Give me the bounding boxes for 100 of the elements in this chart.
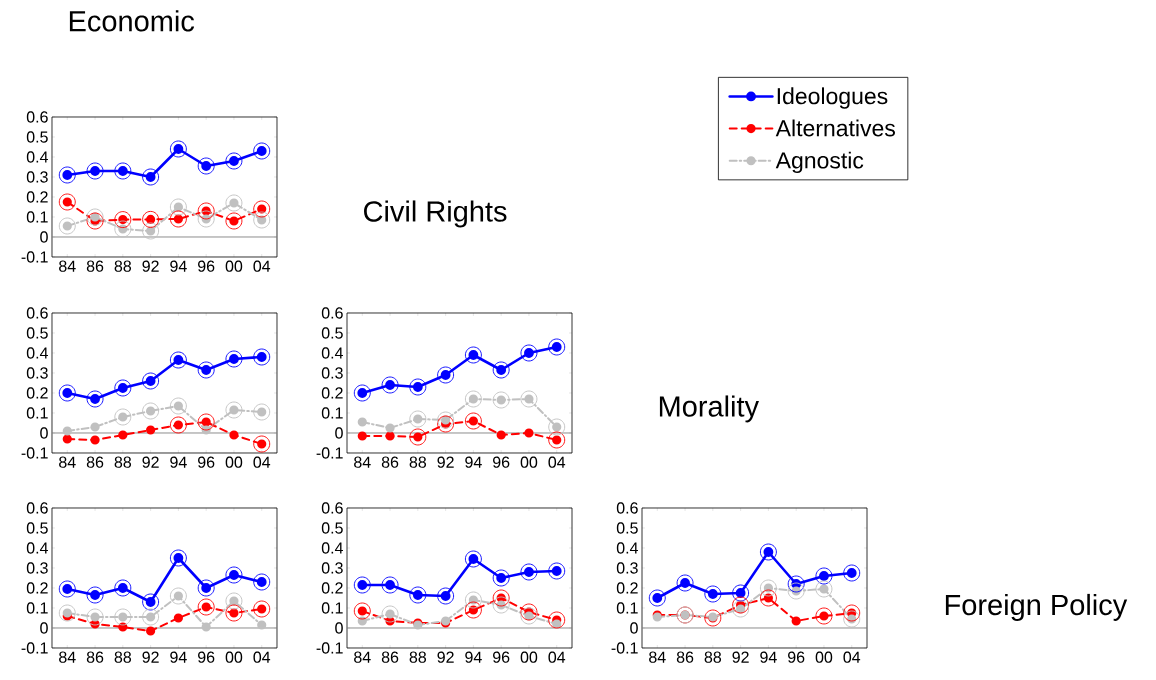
legend-label: Alternatives xyxy=(775,119,895,137)
x-tick-label: 00 xyxy=(225,456,243,468)
y-tick-label: 0.4 xyxy=(321,347,343,359)
y-tick-label: -0.1 xyxy=(21,642,48,654)
y-tick-label: 0.4 xyxy=(26,347,48,359)
x-tick-label: 92 xyxy=(437,651,454,663)
y-tick-label: 0.5 xyxy=(26,522,48,534)
y-tick-label: 0 xyxy=(40,231,48,243)
x-tick-label: 88 xyxy=(409,456,427,468)
x-tick-label: 88 xyxy=(704,651,722,663)
y-tick-label: 0.2 xyxy=(26,191,48,203)
x-tick-label: 00 xyxy=(225,651,243,663)
y-tick-label: 0.1 xyxy=(616,602,638,614)
y-tick-label: 0.4 xyxy=(616,542,638,554)
y-tick-label: 0 xyxy=(335,427,343,439)
x-tick-label: 04 xyxy=(253,456,271,468)
x-tick-label: 94 xyxy=(465,456,482,468)
x-tick-label: 04 xyxy=(253,651,271,663)
y-tick-label: 0.6 xyxy=(616,502,638,514)
y-tick-label: -0.1 xyxy=(21,447,48,459)
y-tick-label: 0.3 xyxy=(26,562,48,574)
x-tick-label: 96 xyxy=(493,651,510,663)
y-tick-label: 0.1 xyxy=(26,211,48,223)
x-tick-label: 04 xyxy=(843,651,861,663)
y-tick-label: 0.5 xyxy=(321,327,343,339)
y-tick-label: -0.1 xyxy=(316,642,343,654)
y-tick-label: 0.2 xyxy=(26,582,48,594)
x-tick-label: 94 xyxy=(170,260,187,272)
y-tick-label: 0.2 xyxy=(321,582,343,594)
y-tick-label: 0.1 xyxy=(26,407,48,419)
x-tick-label: 92 xyxy=(142,260,159,272)
x-tick-label: 88 xyxy=(114,651,132,663)
x-tick-label: 92 xyxy=(142,651,159,663)
x-tick-label: 88 xyxy=(114,456,132,468)
x-tick-label: 86 xyxy=(86,260,104,272)
x-tick-label: 04 xyxy=(548,651,566,663)
x-tick-label: 88 xyxy=(114,260,132,272)
x-tick-label: 04 xyxy=(548,456,566,468)
legend-label: Agnostic xyxy=(775,151,864,174)
y-tick-label: -0.1 xyxy=(611,642,638,654)
legend-label: Ideologues xyxy=(777,87,888,109)
y-tick-label: 0.5 xyxy=(26,131,48,143)
y-tick-label: 0 xyxy=(630,622,638,634)
y-tick-label: 0.2 xyxy=(321,387,343,399)
chart-title: Civil Rights xyxy=(364,200,507,228)
x-tick-label: 00 xyxy=(225,260,243,272)
y-tick-label: 0.6 xyxy=(26,307,48,319)
x-tick-label: 00 xyxy=(520,651,538,663)
x-tick-label: 96 xyxy=(198,260,215,272)
x-tick-label: 96 xyxy=(198,651,215,663)
y-tick-label: 0.4 xyxy=(321,542,343,554)
y-tick-label: 0.3 xyxy=(26,367,48,379)
x-tick-label: 00 xyxy=(815,651,833,663)
x-tick-label: 84 xyxy=(354,456,371,468)
y-tick-label: 0.4 xyxy=(26,542,48,554)
y-tick-label: 0.1 xyxy=(26,602,48,614)
y-tick-label: 0.1 xyxy=(321,407,343,419)
x-tick-label: 04 xyxy=(253,260,271,272)
y-tick-label: 0.3 xyxy=(321,562,343,574)
y-tick-label: 0.5 xyxy=(26,327,48,339)
x-tick-label: 84 xyxy=(649,651,666,663)
y-tick-label: 0.2 xyxy=(26,387,48,399)
y-tick-label: 0 xyxy=(40,427,48,439)
x-tick-label: 84 xyxy=(59,456,76,468)
y-tick-label: 0.1 xyxy=(321,602,343,614)
y-tick-label: 0.5 xyxy=(321,522,343,534)
x-tick-label: 92 xyxy=(437,456,454,468)
x-tick-label: 86 xyxy=(86,456,104,468)
x-tick-label: 88 xyxy=(409,651,427,663)
x-tick-label: 94 xyxy=(170,651,187,663)
y-tick-label: 0 xyxy=(40,622,48,634)
x-tick-label: 92 xyxy=(732,651,749,663)
y-tick-label: 0.3 xyxy=(26,171,48,183)
y-tick-label: 0.6 xyxy=(26,502,48,514)
y-tick-label: 0.4 xyxy=(26,151,48,163)
chart-title: Morality xyxy=(659,395,759,423)
y-tick-label: 0.6 xyxy=(26,111,48,123)
x-tick-label: 86 xyxy=(86,651,104,663)
y-tick-label: 0.5 xyxy=(616,522,638,534)
x-tick-label: 86 xyxy=(381,456,399,468)
x-tick-label: 94 xyxy=(760,651,777,663)
x-tick-label: 84 xyxy=(354,651,371,663)
x-tick-label: 00 xyxy=(520,456,538,468)
y-tick-label: 0.2 xyxy=(616,582,638,594)
x-tick-label: 84 xyxy=(59,651,76,663)
x-tick-label: 94 xyxy=(170,456,187,468)
x-tick-label: 84 xyxy=(59,260,76,272)
y-tick-label: -0.1 xyxy=(21,251,48,263)
x-tick-label: 96 xyxy=(788,651,805,663)
x-tick-label: 94 xyxy=(465,651,482,663)
y-tick-label: 0 xyxy=(335,622,343,634)
x-tick-label: 86 xyxy=(676,651,694,663)
x-tick-label: 96 xyxy=(493,456,510,468)
chart-title: Economic xyxy=(69,10,195,32)
y-tick-label: 0.3 xyxy=(616,562,638,574)
y-tick-label: -0.1 xyxy=(316,447,343,459)
y-tick-label: 0.3 xyxy=(321,367,343,379)
x-tick-label: 92 xyxy=(142,456,159,468)
x-tick-label: 86 xyxy=(381,651,399,663)
y-tick-label: 0.6 xyxy=(321,502,343,514)
